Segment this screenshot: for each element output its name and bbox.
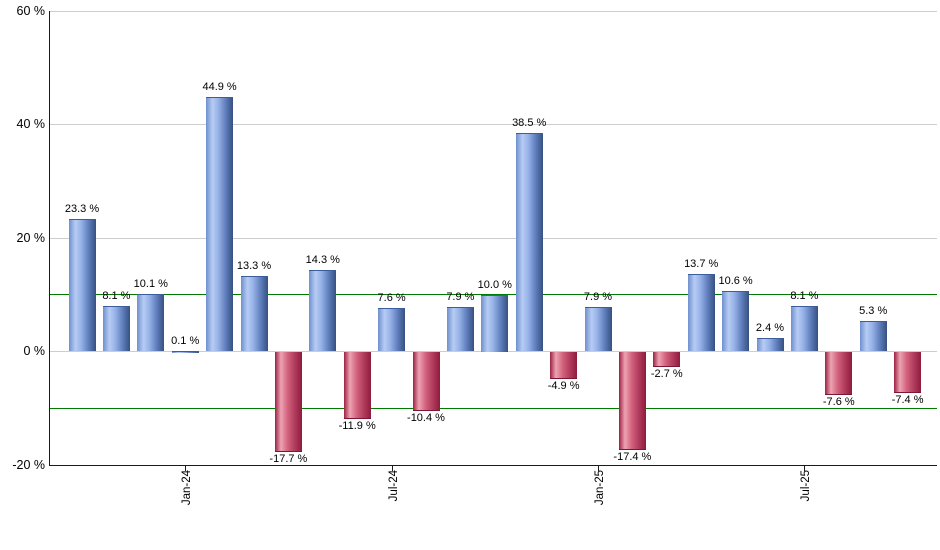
bar — [240, 276, 268, 352]
bar-value-label: 2.4 % — [755, 321, 785, 334]
bar-value-label: -4.9 % — [547, 380, 580, 393]
bar-value-label: 8.1 % — [102, 289, 131, 302]
y-axis-tick-label: -20 % — [12, 457, 45, 472]
bar — [618, 351, 646, 451]
bar — [446, 306, 474, 352]
bar — [859, 321, 887, 352]
bar — [584, 306, 612, 352]
bar-value-label: -11.9 % — [338, 420, 376, 433]
x-axis-tick-label: Jul-25 — [800, 470, 813, 502]
x-axis-tick — [391, 465, 393, 471]
bar — [274, 351, 302, 452]
bar — [412, 351, 440, 411]
bar — [756, 337, 784, 352]
bar-value-label: 7.9 % — [583, 290, 613, 303]
x-axis-tick — [804, 465, 806, 471]
bar — [894, 351, 922, 394]
bar — [687, 273, 715, 352]
bar — [137, 294, 165, 352]
x-axis-tick-label: Jan-24 — [181, 470, 194, 506]
y-axis-tick-label: 60 % — [16, 3, 46, 18]
bar-value-label: 13.7 % — [684, 257, 719, 270]
bar — [309, 270, 337, 352]
bar — [722, 291, 750, 352]
bar-value-label: -17.7 % — [269, 452, 308, 465]
bar — [102, 305, 130, 352]
y-gridline — [49, 237, 937, 239]
y-axis-tick-label: 0 % — [23, 344, 45, 358]
bar — [515, 133, 543, 352]
x-axis-tick-label: Jul-24 — [387, 470, 400, 502]
bar-value-label: 10.0 % — [477, 278, 512, 291]
bar — [206, 96, 234, 352]
y-axis-tick-label: 20 % — [16, 230, 46, 245]
bar-value-label: 5.3 % — [859, 305, 888, 318]
bar — [825, 351, 853, 395]
bar-value-label: 10.6 % — [718, 275, 753, 288]
bar-value-label: 13.3 % — [236, 260, 272, 273]
bar — [481, 294, 509, 352]
bar — [343, 351, 371, 420]
bar-value-label: -10.4 % — [407, 411, 445, 424]
y-axis-tick-label: 40 % — [16, 117, 46, 131]
bar-value-label: 44.9 % — [202, 80, 237, 93]
y-gridline — [49, 124, 937, 125]
y-axis-line — [49, 11, 50, 465]
bar-value-label: 7.6 % — [377, 292, 406, 305]
bar-value-label: 38.5 % — [512, 117, 547, 129]
bar-value-label: -7.6 % — [822, 395, 855, 408]
bar-value-label: -7.4 % — [891, 394, 924, 407]
bar-value-label: 7.9 % — [446, 290, 475, 303]
bar — [653, 351, 681, 367]
bar-value-label: 14.3 % — [305, 254, 340, 267]
bar — [171, 350, 199, 353]
bar — [790, 305, 818, 352]
bar-value-label: 0.1 % — [171, 334, 200, 347]
x-axis-line — [49, 465, 937, 466]
threshold-line — [49, 407, 937, 409]
bar-value-label: 8.1 % — [790, 289, 819, 302]
y-gridline — [49, 10, 937, 12]
bar — [68, 219, 96, 352]
bar-value-label: -2.7 % — [650, 367, 683, 380]
bar-value-label: 23.3 % — [64, 203, 100, 216]
y-gridline — [49, 351, 937, 352]
x-axis-tick — [185, 465, 187, 471]
x-axis-tick-label: Jan-25 — [594, 470, 606, 506]
bar — [378, 308, 406, 352]
bar-value-label: 10.1 % — [133, 278, 168, 291]
bar-value-label: -17.4 % — [613, 451, 652, 464]
bar — [550, 351, 578, 380]
x-axis-tick — [598, 465, 599, 471]
